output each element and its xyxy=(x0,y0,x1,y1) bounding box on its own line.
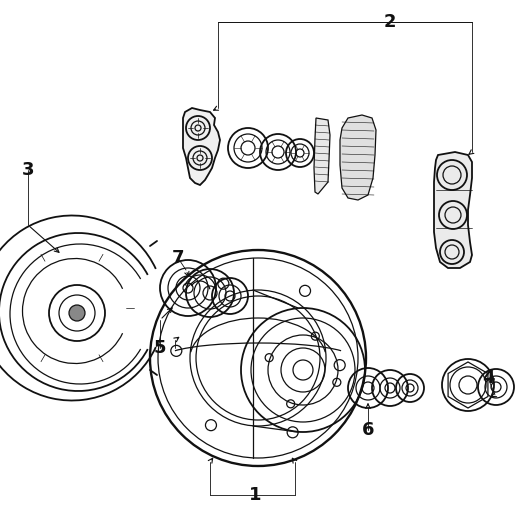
Circle shape xyxy=(69,305,85,321)
Polygon shape xyxy=(340,115,376,200)
Text: 6: 6 xyxy=(362,421,374,439)
Polygon shape xyxy=(434,152,472,268)
Polygon shape xyxy=(183,108,220,185)
Text: 5: 5 xyxy=(154,339,166,357)
Polygon shape xyxy=(314,118,330,194)
Text: 2: 2 xyxy=(384,13,396,31)
Text: 1: 1 xyxy=(249,486,261,504)
Text: 3: 3 xyxy=(22,161,34,179)
Text: 7: 7 xyxy=(172,249,184,267)
Text: 4: 4 xyxy=(482,369,494,387)
